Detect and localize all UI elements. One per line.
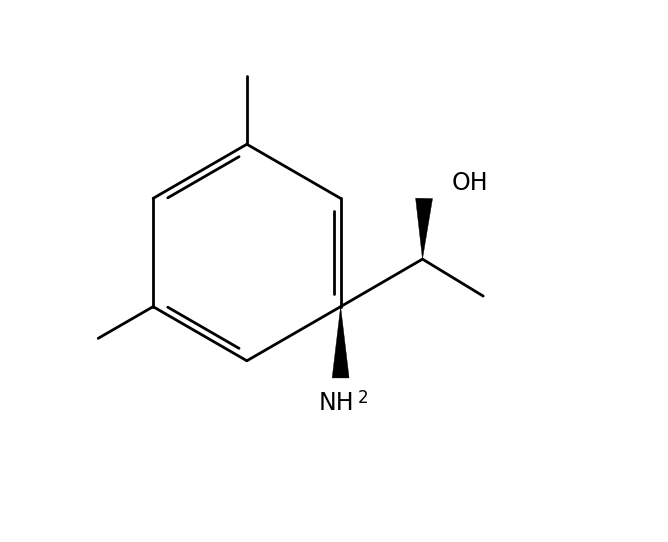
Polygon shape <box>415 198 432 259</box>
Polygon shape <box>332 307 349 378</box>
Text: 2: 2 <box>357 389 368 406</box>
Text: OH: OH <box>452 171 488 195</box>
Text: NH: NH <box>319 391 354 415</box>
